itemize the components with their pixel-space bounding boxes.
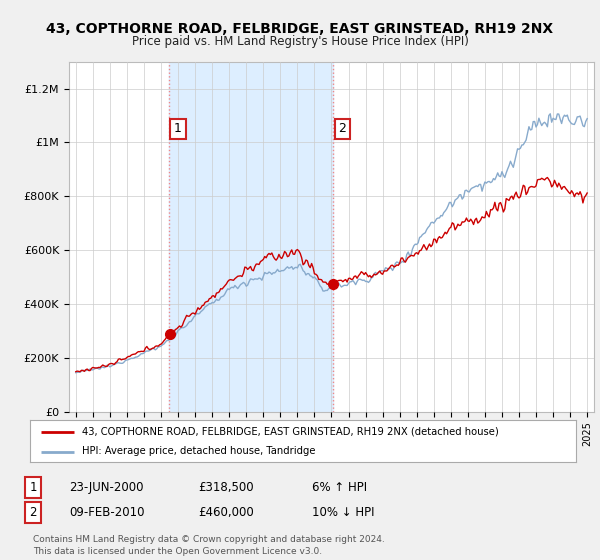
Text: 1: 1 (29, 480, 37, 494)
Text: 23-JUN-2000: 23-JUN-2000 (69, 480, 143, 494)
Text: 2: 2 (29, 506, 37, 519)
Text: 43, COPTHORNE ROAD, FELBRIDGE, EAST GRINSTEAD, RH19 2NX: 43, COPTHORNE ROAD, FELBRIDGE, EAST GRIN… (46, 22, 554, 36)
Text: £318,500: £318,500 (198, 480, 254, 494)
Bar (169, 62, 333, 412)
Text: 10% ↓ HPI: 10% ↓ HPI (312, 506, 374, 519)
Text: £460,000: £460,000 (198, 506, 254, 519)
Text: Contains HM Land Registry data © Crown copyright and database right 2024.
This d: Contains HM Land Registry data © Crown c… (33, 535, 385, 556)
Text: 6% ↑ HPI: 6% ↑ HPI (312, 480, 367, 494)
Text: 1: 1 (174, 123, 182, 136)
Text: 2: 2 (338, 123, 346, 136)
Text: 09-FEB-2010: 09-FEB-2010 (69, 506, 145, 519)
Text: Price paid vs. HM Land Registry's House Price Index (HPI): Price paid vs. HM Land Registry's House … (131, 35, 469, 48)
Text: HPI: Average price, detached house, Tandridge: HPI: Average price, detached house, Tand… (82, 446, 316, 456)
Text: 43, COPTHORNE ROAD, FELBRIDGE, EAST GRINSTEAD, RH19 2NX (detached house): 43, COPTHORNE ROAD, FELBRIDGE, EAST GRIN… (82, 427, 499, 437)
